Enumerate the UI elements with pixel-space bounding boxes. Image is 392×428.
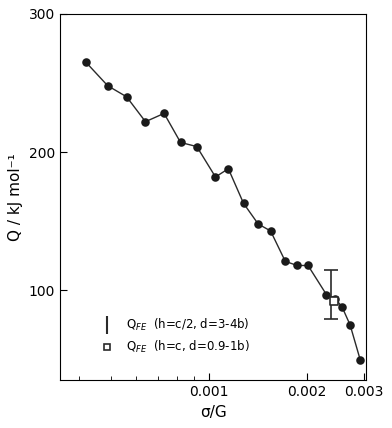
Legend: Q$_{FE}$  (h=c/2, d=3-4b), Q$_{FE}$  (h=c, d=0.9-1b): Q$_{FE}$ (h=c/2, d=3-4b), Q$_{FE}$ (h=c,…: [91, 312, 254, 360]
Point: [194, 143, 200, 150]
Point: [123, 93, 130, 100]
Point: [323, 291, 330, 298]
Point: [178, 139, 184, 146]
Point: [357, 356, 363, 363]
Point: [339, 303, 345, 310]
Point: [332, 295, 338, 302]
Point: [267, 228, 274, 235]
Point: [225, 165, 232, 172]
Point: [331, 298, 337, 305]
Point: [282, 258, 289, 265]
Point: [83, 59, 89, 65]
Y-axis label: Q / kJ mol⁻¹: Q / kJ mol⁻¹: [8, 153, 24, 241]
Point: [142, 118, 149, 125]
Point: [105, 82, 111, 89]
X-axis label: σ/G: σ/G: [200, 404, 227, 420]
Point: [240, 200, 247, 207]
Point: [305, 262, 311, 269]
Point: [161, 110, 167, 117]
Point: [212, 174, 219, 181]
Point: [347, 321, 353, 328]
Point: [255, 220, 261, 227]
Point: [294, 262, 300, 269]
